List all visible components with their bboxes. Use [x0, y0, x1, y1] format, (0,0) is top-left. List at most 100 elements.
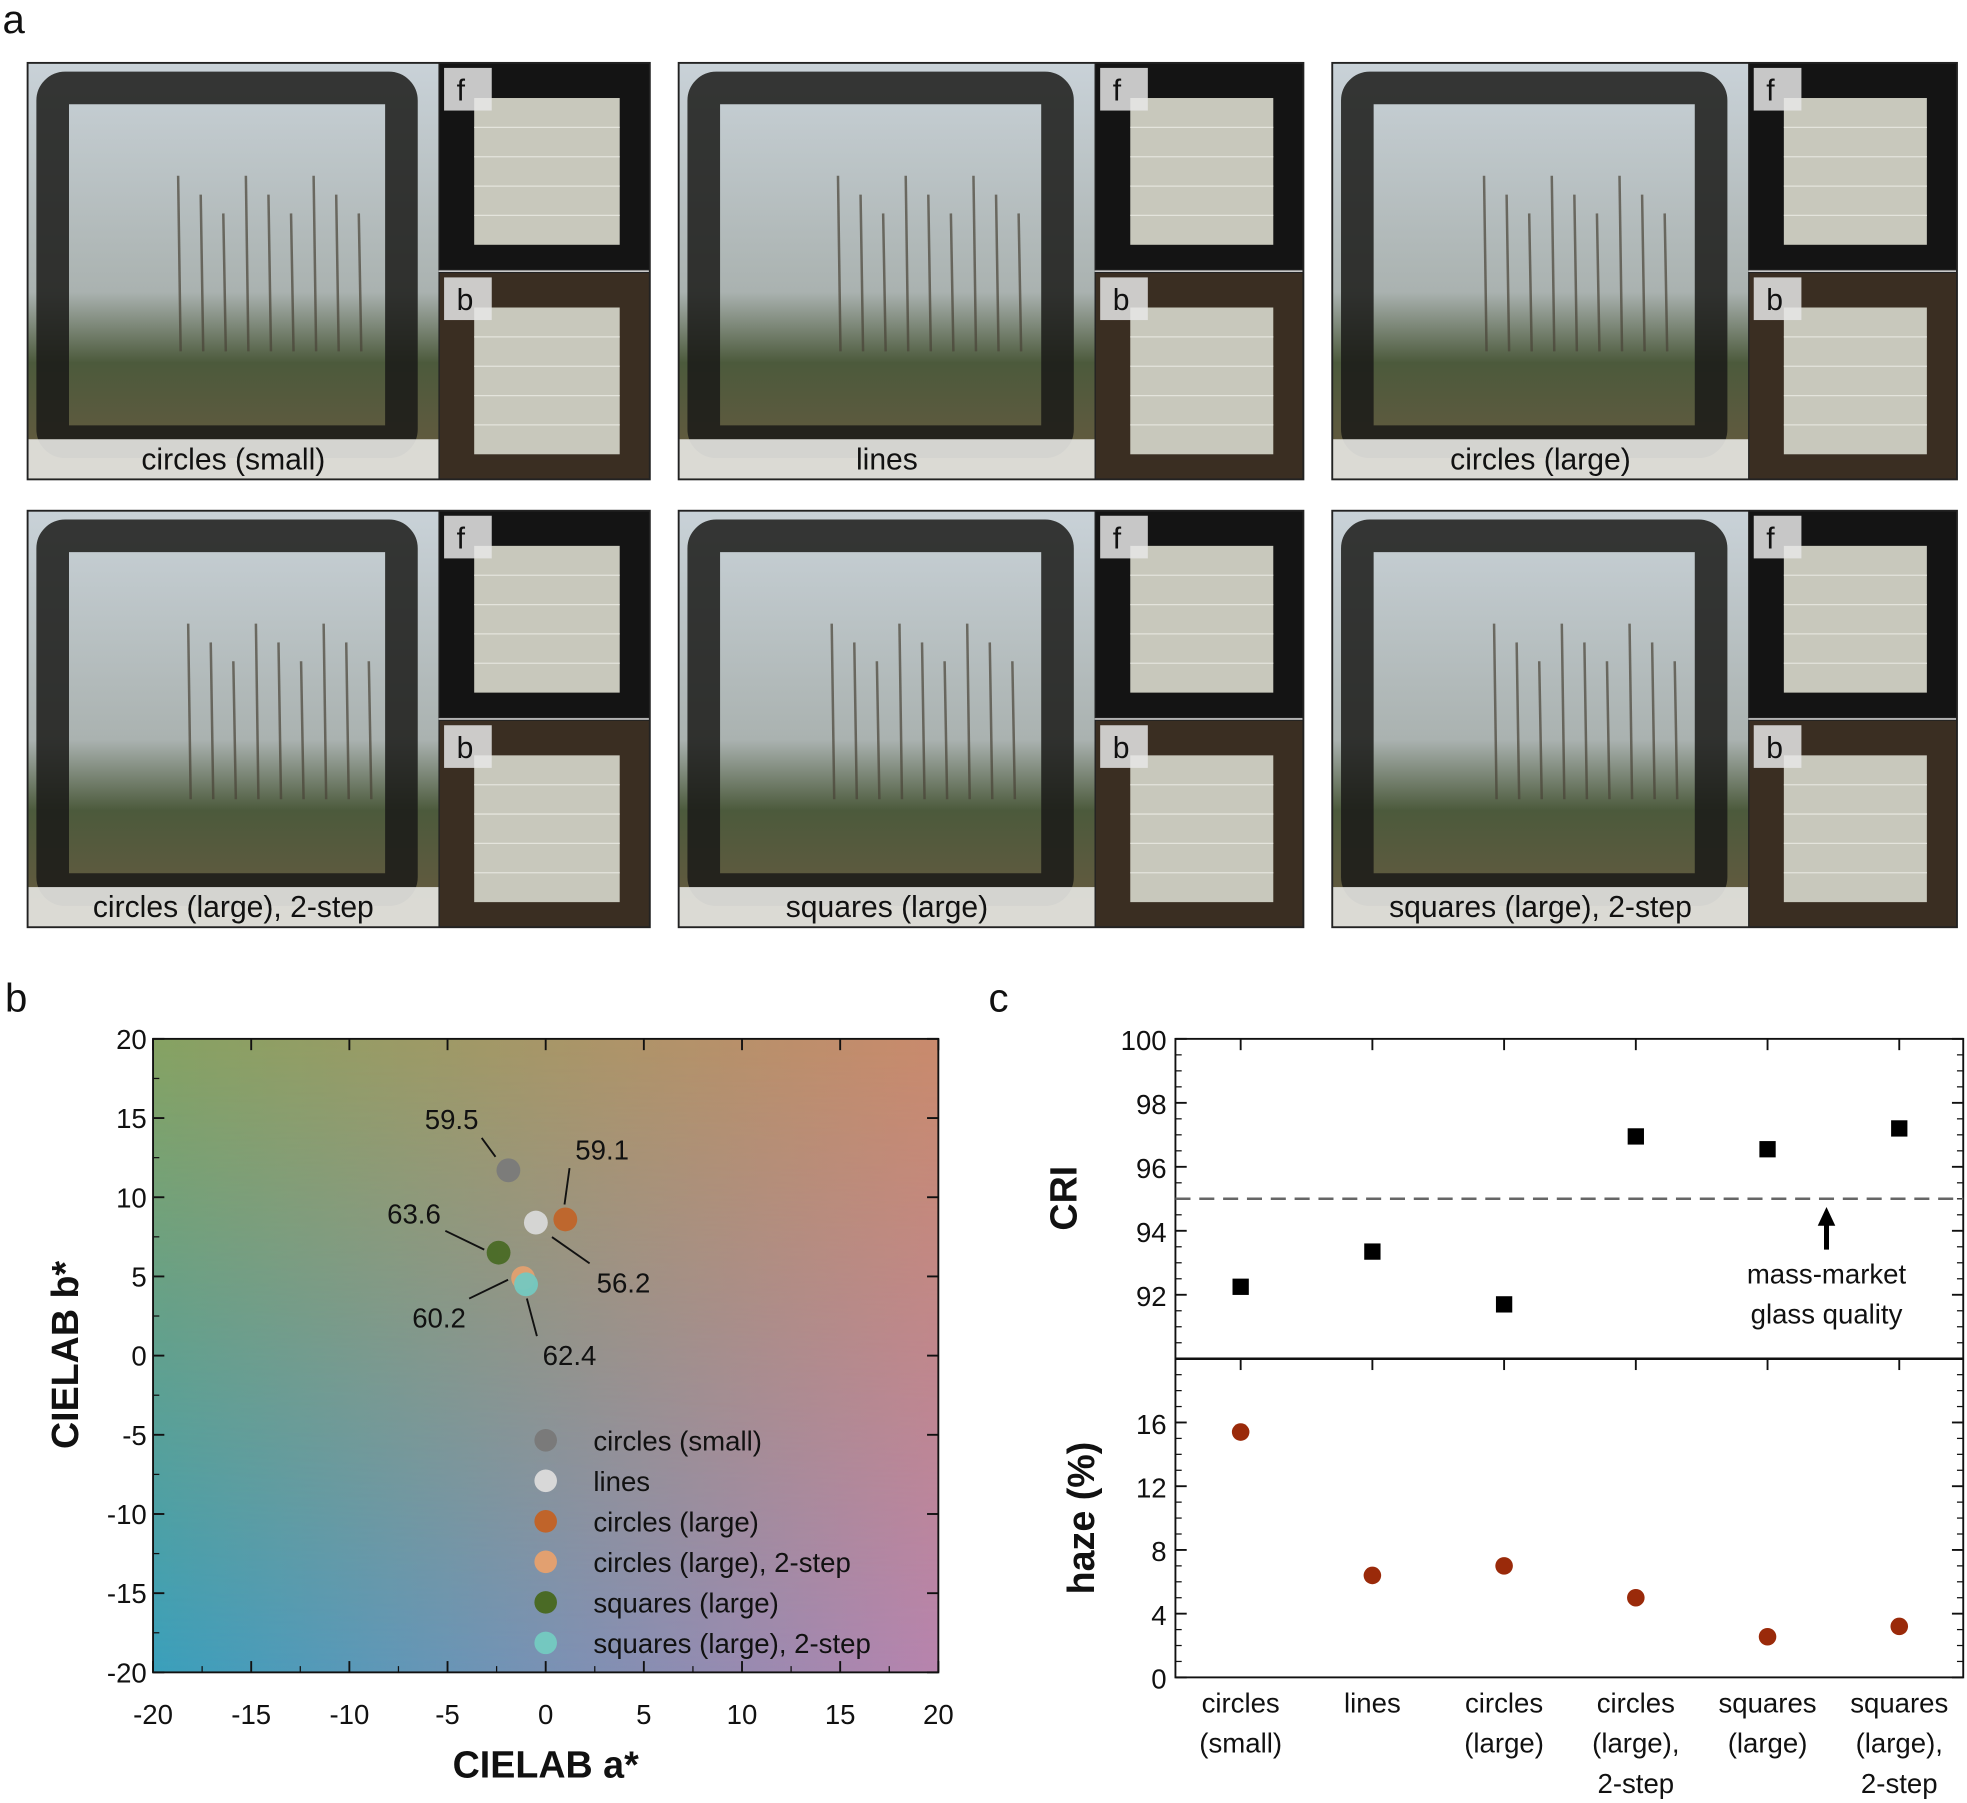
x-tick-label: -10: [329, 1699, 369, 1730]
data-point: [514, 1272, 538, 1297]
photo-caption: circles (large): [1450, 443, 1631, 476]
front-label-box: [1753, 515, 1802, 559]
panel-letter-a: a: [3, 0, 26, 42]
tree: [1628, 623, 1634, 800]
y-tick-label: 4: [1151, 1600, 1166, 1631]
tree: [312, 175, 318, 352]
y-tick-label: 20: [116, 1024, 147, 1055]
tree: [1550, 175, 1556, 352]
cri-point: [1627, 1128, 1644, 1145]
caption-strip: [678, 887, 1096, 928]
tree: [943, 661, 949, 800]
front-label: f: [1766, 75, 1775, 108]
data-point: [523, 1210, 548, 1235]
back-label: b: [1113, 284, 1130, 317]
y-tick-label: 8: [1151, 1536, 1166, 1567]
legend-label: lines: [593, 1466, 650, 1497]
panel-letter-b: b: [5, 975, 27, 1020]
legend-marker: [534, 1631, 557, 1655]
tree: [1640, 194, 1646, 352]
photo-caption: lines: [856, 443, 918, 476]
front-label-box: [1100, 515, 1148, 559]
y-axis-label: CIELAB b*: [44, 1261, 86, 1449]
leader-line: [480, 1137, 497, 1158]
legend-label: squares (large), 2-step: [593, 1628, 870, 1659]
y-tick-label: 16: [1136, 1409, 1167, 1440]
arrow-icon: [1817, 1206, 1836, 1250]
photo-panel: squares (large) f b: [677, 509, 1305, 929]
front-label: f: [457, 522, 466, 555]
front-label: f: [1113, 522, 1122, 555]
x-tick-label: 5: [636, 1699, 651, 1730]
category-label: (large): [1728, 1728, 1808, 1759]
legend-marker: [534, 1429, 557, 1452]
cri-point: [1232, 1278, 1249, 1295]
tree: [1492, 623, 1498, 800]
photo-panel: circles (large) f b: [1331, 61, 1958, 481]
tree: [1017, 213, 1023, 352]
tree: [949, 213, 955, 352]
legend-marker: [534, 1469, 557, 1493]
tree: [853, 642, 859, 800]
data-label: 59.5: [425, 1104, 479, 1135]
y-tick-label: 0: [131, 1341, 146, 1372]
tree: [904, 175, 910, 352]
front-sample: [474, 98, 620, 245]
back-sample: [474, 755, 620, 903]
data-label: 60.2: [412, 1302, 466, 1333]
y-tick-label: 94: [1136, 1217, 1167, 1248]
tree: [176, 175, 182, 352]
tree: [988, 642, 994, 800]
legend-label: squares (large): [593, 1587, 778, 1618]
caption-strip: [1332, 439, 1749, 480]
panel-border: [677, 509, 1305, 929]
data-label: 56.2: [597, 1267, 651, 1298]
cri-point: [1364, 1243, 1381, 1260]
landscape-photo: [27, 62, 440, 480]
cri-point: [1891, 1120, 1908, 1137]
front-sample: [1783, 545, 1927, 693]
tree: [1573, 194, 1579, 352]
panel-border: [26, 509, 651, 929]
category-label: circles: [1465, 1688, 1543, 1719]
y-tick-label: -5: [122, 1420, 147, 1451]
leader-line: [444, 1229, 485, 1251]
tree: [1560, 623, 1566, 800]
tree: [244, 175, 250, 352]
data-point: [496, 1158, 521, 1183]
y-tick-label: 12: [1136, 1472, 1167, 1503]
category-label: (large),: [1856, 1728, 1943, 1759]
y-tick-label: 0: [1151, 1664, 1166, 1695]
front-label: f: [1113, 75, 1122, 108]
tree: [881, 213, 887, 352]
data-point: [553, 1207, 578, 1232]
haze-point: [1495, 1557, 1513, 1575]
leader-line: [468, 1278, 509, 1300]
tree: [927, 194, 933, 352]
category-label: circles: [1202, 1688, 1280, 1719]
cielab-chart: -20 -15 -10 -5 0 5 10 15 20 20 15 10 5 0 -5 -10 -15 -20 5…: [44, 1024, 954, 1786]
data-label: 59.1: [575, 1134, 629, 1165]
photo-caption: squares (large), 2-step: [1389, 891, 1692, 924]
caption-strip: [678, 439, 1096, 480]
tree: [299, 661, 305, 800]
tree: [965, 623, 971, 800]
panel-border: [1331, 509, 1958, 929]
leader-line: [563, 1167, 571, 1205]
photo-panel: squares (large), 2-step f b: [1331, 509, 1958, 929]
tree: [1595, 213, 1601, 352]
back-label-box: [1753, 277, 1802, 321]
cri-axis-label: CRI: [1042, 1166, 1084, 1231]
landscape-photo: [678, 510, 1096, 928]
panel-border: [677, 61, 1305, 481]
photo-panel: circles (small) f b: [26, 61, 651, 481]
legend-marker: [534, 1550, 557, 1574]
tree: [994, 194, 1000, 352]
category-label: (large): [1464, 1728, 1544, 1759]
tree: [830, 623, 836, 800]
back-sample: [1130, 755, 1274, 903]
back-label-box: [1100, 277, 1148, 321]
cri-haze-chart: 100 98 96 94 92 16 12 8 4 0 mass-market glass qua…: [1042, 1025, 1965, 1799]
landscape-photo: [678, 62, 1096, 480]
tree: [1650, 642, 1656, 800]
